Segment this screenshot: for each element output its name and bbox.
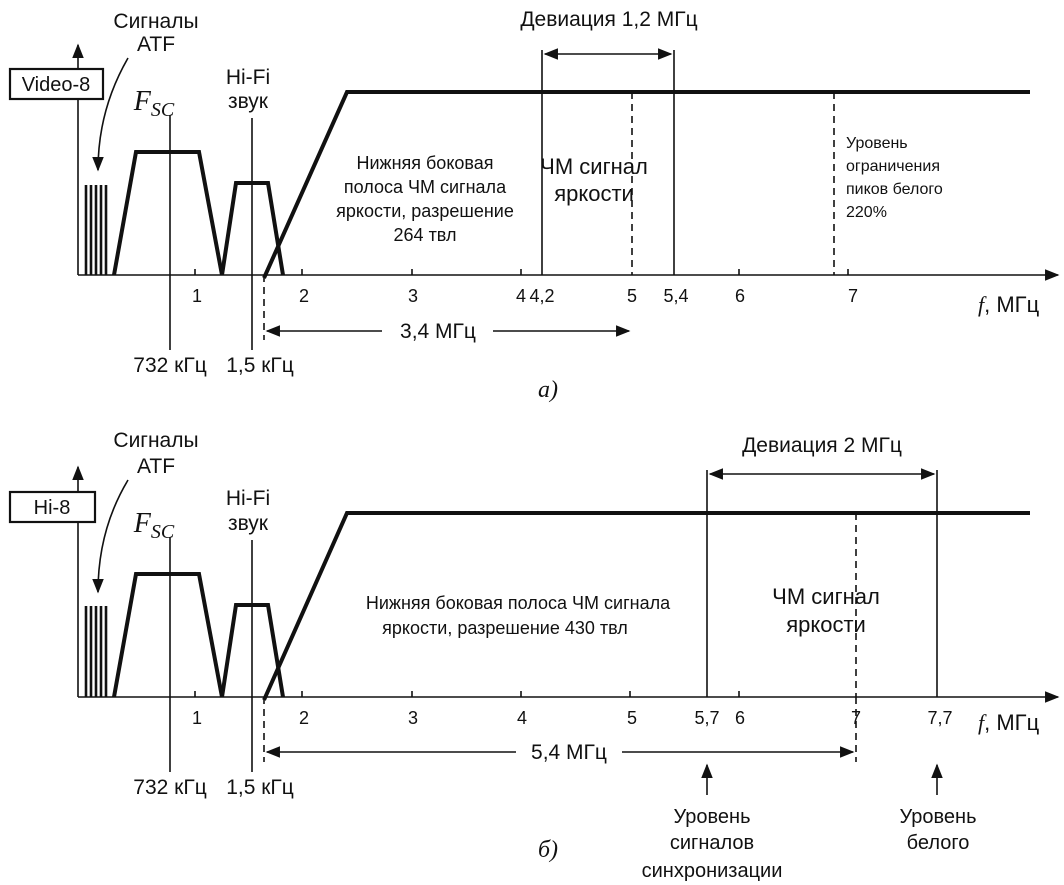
- svg-text:белого: белого: [907, 832, 970, 854]
- svg-text:3: 3: [408, 708, 418, 728]
- svg-text:7,7: 7,7: [927, 708, 952, 728]
- atf-pointer-arrow: [92, 479, 129, 594]
- svg-text:сигналов: сигналов: [670, 832, 754, 854]
- panel-video8: Video-8 Сигналы ATF FSC Hi-Fi звук Девиа: [8, 8, 1060, 403]
- svg-text:4: 4: [517, 708, 527, 728]
- svg-text:пиков белого: пиков белого: [846, 181, 943, 198]
- svg-text:ограничения: ограничения: [846, 158, 940, 175]
- svg-text:5,4: 5,4: [663, 286, 688, 306]
- svg-text:4,2: 4,2: [529, 286, 554, 306]
- svg-text:ЧМ сигнал: ЧМ сигнал: [540, 154, 648, 179]
- deviation-label: Девиация 2 МГц: [742, 434, 902, 457]
- x-axis-unit-top: f, МГц: [978, 292, 1040, 317]
- luminance-fm-spectrum: [262, 90, 1030, 279]
- svg-text:2: 2: [299, 708, 309, 728]
- svg-text:Нижняя боковая: Нижняя боковая: [356, 153, 493, 173]
- svg-text:яркости: яркости: [786, 612, 866, 637]
- luminance-fm-spectrum: [262, 511, 1030, 701]
- svg-text:5: 5: [627, 286, 637, 306]
- svg-text:1: 1: [192, 286, 202, 306]
- svg-text:5: 5: [627, 708, 637, 728]
- atf-label-line2: ATF: [137, 33, 175, 56]
- atf-label-line1: Сигналы: [113, 10, 198, 33]
- label-1-5: 1,5 кГц: [226, 354, 294, 377]
- peak-white-text: Уровень ограничения пиков белого 220%: [846, 135, 943, 221]
- caption-b: б): [538, 837, 558, 863]
- fm-signal-text: ЧМ сигнал яркости: [772, 584, 880, 637]
- fsc-symbol: FSC: [133, 86, 175, 121]
- fsc-symbol: FSC: [133, 508, 175, 543]
- svg-text:2: 2: [299, 286, 309, 306]
- svg-text:5,7: 5,7: [694, 708, 719, 728]
- svg-text:яркости, разрешение: яркости, разрешение: [336, 201, 514, 221]
- svg-text:полоса ЧМ сигнала: полоса ЧМ сигнала: [344, 177, 507, 197]
- span-label: 5,4 МГц: [531, 741, 607, 764]
- format-label: Hi-8: [34, 497, 71, 519]
- svg-text:синхронизации: синхронизации: [642, 860, 783, 882]
- x-axis-unit-bottom: f, МГц: [978, 710, 1040, 735]
- white-level-text: Уровень белого: [899, 806, 976, 854]
- atf-label-line1: Сигналы: [113, 429, 198, 452]
- atf-signal-bars: [84, 185, 108, 275]
- svg-text:Нижняя боковая полоса ЧМ сигна: Нижняя боковая полоса ЧМ сигнала: [366, 593, 671, 613]
- svg-text:6: 6: [735, 286, 745, 306]
- svg-text:264 твл: 264 твл: [394, 225, 457, 245]
- atf-signal-bars: [84, 606, 108, 697]
- format-box-video8: [8, 67, 105, 101]
- svg-text:1: 1: [192, 708, 202, 728]
- caption-a: а): [538, 377, 558, 403]
- sideband-text: Нижняя боковая полоса ЧМ сигнала яркости…: [366, 593, 671, 638]
- label-732: 732 кГц: [133, 354, 206, 377]
- atf-pointer-arrow: [92, 57, 129, 172]
- format-label: Video-8: [22, 74, 91, 96]
- svg-text:220%: 220%: [846, 204, 887, 221]
- svg-text:ЧМ сигнал: ЧМ сигнал: [772, 584, 880, 609]
- svg-text:Уровень: Уровень: [673, 806, 750, 828]
- deviation-label: Девиация 1,2 МГц: [520, 8, 697, 31]
- hifi-label-line2: звук: [228, 90, 269, 113]
- chroma-spectrum: [112, 150, 224, 276]
- sync-level-text: Уровень сигналов синхронизации: [642, 806, 783, 882]
- svg-text:Уровень: Уровень: [846, 135, 908, 152]
- span-label: 3,4 МГц: [400, 320, 476, 343]
- x-ticks-top: [194, 269, 849, 275]
- svg-text:яркости, разрешение 430 твл: яркости, разрешение 430 твл: [382, 618, 628, 638]
- x-ticks-bottom: [194, 691, 740, 697]
- sideband-text: Нижняя боковая полоса ЧМ сигнала яркости…: [336, 153, 514, 245]
- hifi-label-line1: Hi-Fi: [226, 487, 270, 510]
- svg-text:3: 3: [408, 286, 418, 306]
- x-tick-labels-bottom: 1 2 3 4 5 5,7 6 7 7,7: [192, 708, 953, 728]
- svg-text:Уровень: Уровень: [899, 806, 976, 828]
- format-box-hi8: [8, 490, 97, 524]
- panel-hi8: Hi-8 Сигналы ATF FSC Hi-Fi звук Девиация…: [8, 429, 1060, 882]
- hifi-label-line1: Hi-Fi: [226, 66, 270, 89]
- svg-text:6: 6: [735, 708, 745, 728]
- label-732: 732 кГц: [133, 776, 206, 799]
- fm-signal-text: ЧМ сигнал яркости: [540, 154, 648, 206]
- label-1-5: 1,5 кГц: [226, 776, 294, 799]
- svg-text:7: 7: [848, 286, 858, 306]
- hifi-label-line2: звук: [228, 512, 269, 535]
- svg-text:яркости: яркости: [554, 181, 634, 206]
- atf-label-line2: ATF: [137, 455, 175, 478]
- x-tick-labels-top: 1 2 3 4 4,2 5 5,4 6 7: [192, 286, 858, 306]
- chroma-spectrum: [112, 572, 224, 698]
- svg-text:4: 4: [516, 286, 526, 306]
- svg-text:7: 7: [851, 708, 861, 728]
